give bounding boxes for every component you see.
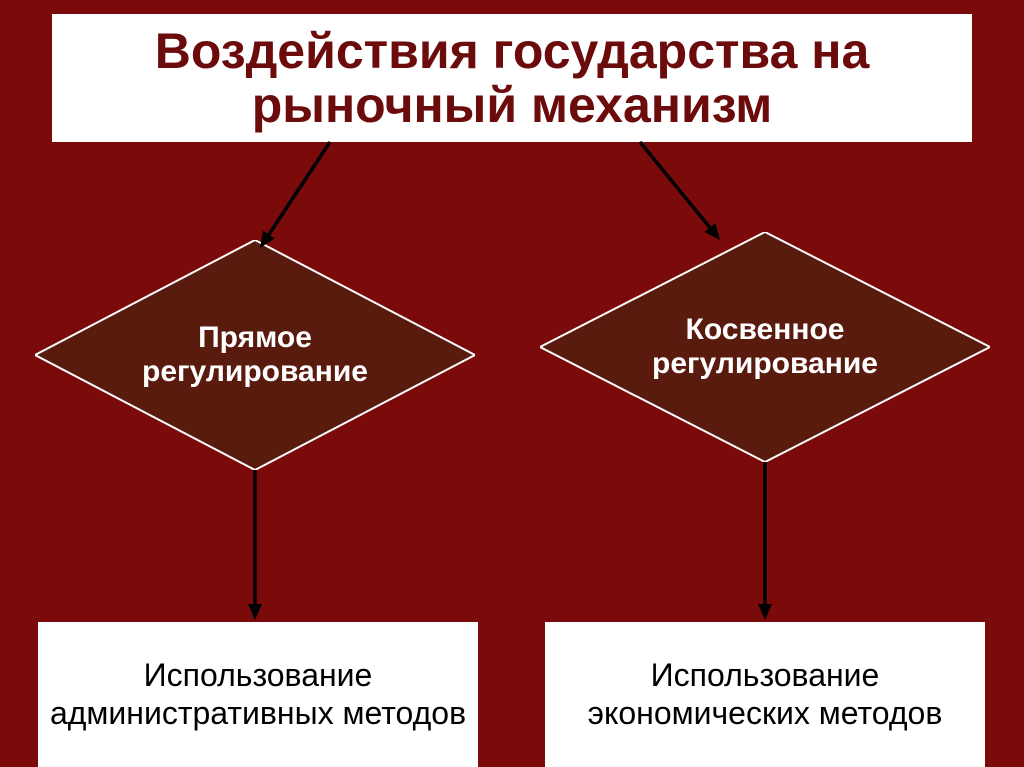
arrow-0-head-icon: [260, 231, 275, 248]
arrow-3-head-icon: [758, 604, 772, 620]
arrows-layer: [0, 0, 1024, 767]
arrow-1-line: [640, 142, 710, 228]
arrow-0-line: [269, 142, 330, 235]
arrow-2-head-icon: [248, 604, 262, 620]
diagram-canvas: Воздействия государства на рыночный меха…: [0, 0, 1024, 767]
